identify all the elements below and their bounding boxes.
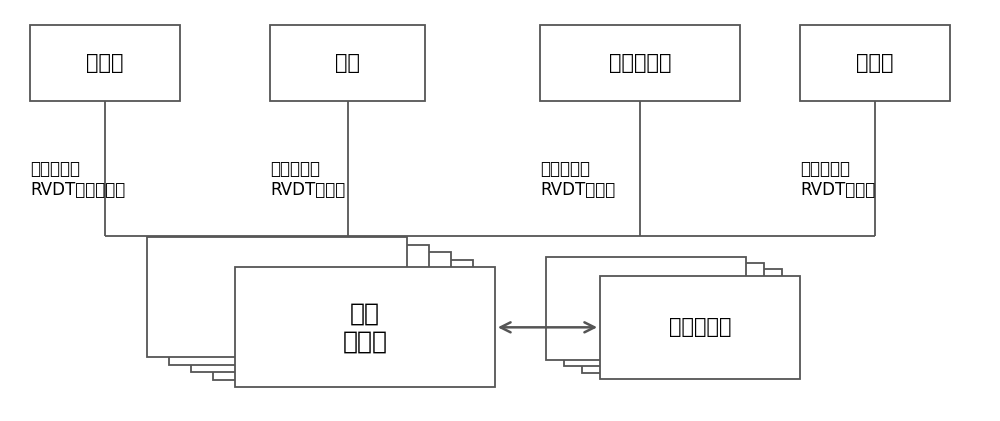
Text: 多路传感器
RVDT电信号: 多路传感器 RVDT电信号 — [540, 160, 615, 199]
Bar — [213, 260, 473, 380]
Text: 多路传感器
RVDT模拟电信号: 多路传感器 RVDT模拟电信号 — [30, 160, 125, 199]
Text: 减速板手柄: 减速板手柄 — [609, 53, 671, 73]
Text: 左侧杆: 左侧杆 — [86, 53, 124, 73]
Bar — [800, 25, 950, 101]
Text: 脚蹬: 脚蹬 — [335, 53, 360, 73]
Text: 数据
集中器: 数据 集中器 — [342, 301, 388, 353]
Bar — [191, 252, 451, 372]
Bar — [546, 257, 746, 360]
Bar — [30, 25, 180, 101]
Text: 飞控计算机: 飞控计算机 — [669, 317, 731, 337]
Bar — [147, 237, 407, 357]
Text: 多路传感器
RVDT电信号: 多路传感器 RVDT电信号 — [800, 160, 875, 199]
Bar — [540, 25, 740, 101]
Bar — [235, 267, 495, 387]
Bar — [600, 276, 800, 379]
Text: 多路传感器
RVDT电信号: 多路传感器 RVDT电信号 — [270, 160, 345, 199]
Bar — [564, 263, 764, 366]
Text: 右侧杆: 右侧杆 — [856, 53, 894, 73]
Bar — [169, 245, 429, 365]
Bar — [270, 25, 425, 101]
Bar — [582, 269, 782, 373]
